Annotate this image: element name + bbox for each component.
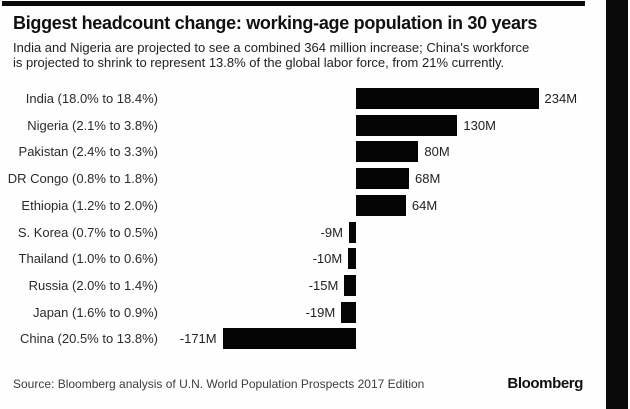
bar (348, 248, 356, 270)
value-label: 68M (415, 171, 441, 187)
bar (341, 301, 356, 323)
value-label: 64M (411, 197, 438, 213)
category-label: Thailand (1.0% to 0.6%) (18, 251, 158, 267)
category-label: Russia (2.0% to 1.4%) (28, 277, 158, 293)
bar (356, 194, 406, 216)
category-label: Nigeria (2.1% to 3.8%) (27, 117, 158, 133)
category-label: Pakistan (2.4% to 3.3%) (18, 144, 158, 160)
bar (356, 141, 419, 163)
category-label: DR Congo (0.8% to 1.8%) (7, 171, 158, 187)
chart-row: Ethiopia (1.2% to 2.0%) 64M (0, 194, 630, 216)
value-label: -171M (179, 331, 217, 347)
category-label: China (20.5% to 13.8%) (19, 331, 158, 347)
bar (356, 168, 410, 190)
chart-row: Pakistan (2.4% to 3.3%) 80M (0, 141, 630, 163)
bar (356, 88, 539, 109)
bar (222, 328, 356, 350)
chart-row: DR Congo (0.8% to 1.8%) 68M (0, 168, 630, 190)
chart-subtitle: India and Nigeria are projected to see a… (13, 40, 529, 70)
value-label: -19M (305, 304, 336, 320)
value-label: -9M (320, 224, 343, 240)
bar (356, 114, 458, 136)
value-label: 130M (463, 117, 496, 133)
chart-subtitle-line-1: India and Nigeria are projected to see a… (13, 40, 530, 55)
source-note: Source: Bloomberg analysis of U.N. World… (13, 377, 425, 391)
chart-row: Japan (1.6% to 0.9%) -19M (0, 301, 630, 323)
bar (344, 274, 356, 296)
bloomberg-logo: Bloomberg (507, 375, 583, 392)
chart-row: Thailand (1.0% to 0.6%) -10M (0, 248, 630, 270)
top-accent-bar (2, 1, 585, 6)
category-label: Japan (1.6% to 0.9%) (32, 304, 158, 320)
chart-row: S. Korea (0.7% to 0.5%) -9M (0, 221, 630, 243)
chart-title: Biggest headcount change: working-age po… (13, 13, 538, 33)
category-label: Ethiopia (1.2% to 2.0%) (21, 197, 158, 213)
category-label: India (18.0% to 18.4%) (25, 91, 158, 106)
value-label: -15M (308, 277, 339, 293)
bar (348, 221, 356, 243)
category-label: S. Korea (0.7% to 0.5%) (17, 224, 158, 240)
chart-row: Russia (2.0% to 1.4%) -15M (0, 274, 630, 296)
value-label: -10M (312, 251, 343, 267)
chart-row: India (18.0% to 18.4%) 234M (0, 88, 630, 109)
chart-subtitle-line-2: is projected to shrink to represent 13.8… (13, 55, 505, 70)
value-label: 80M (424, 144, 450, 160)
right-edge-strip (606, 0, 628, 409)
chart-row: China (20.5% to 13.8%) -171M (0, 328, 630, 350)
chart-row: Nigeria (2.1% to 3.8%) 130M (0, 114, 630, 136)
value-label: 234M (544, 91, 578, 106)
